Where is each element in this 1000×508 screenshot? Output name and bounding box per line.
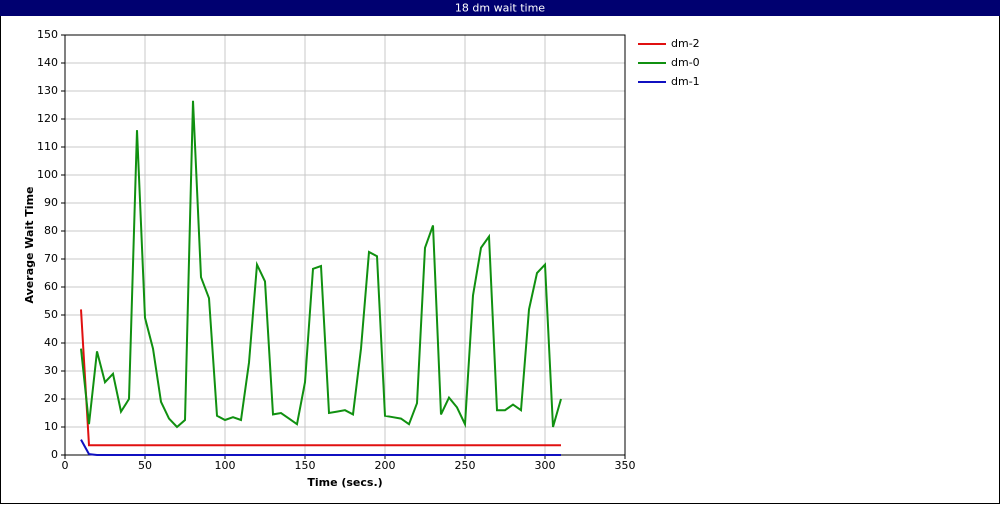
- legend-label: dm-1: [671, 75, 700, 88]
- series-line: [80, 100, 562, 429]
- x-tick-label: 0: [62, 459, 69, 472]
- y-tick-label: 110: [37, 140, 58, 153]
- y-tick-label: 10: [44, 420, 58, 433]
- y-tick-label: 80: [44, 224, 58, 237]
- legend-label: dm-2: [671, 37, 700, 50]
- y-tick-label: 60: [44, 280, 58, 293]
- x-tick-label: 350: [615, 459, 636, 472]
- x-tick-label: 150: [295, 459, 316, 472]
- x-axis-label: Time (secs.): [307, 476, 382, 489]
- chart-title: 18 dm wait time: [455, 2, 545, 15]
- y-tick-label: 120: [37, 112, 58, 125]
- x-tick-label: 100: [215, 459, 236, 472]
- y-tick-label: 100: [37, 168, 58, 181]
- title-bar: [0, 0, 1000, 16]
- y-tick-label: 150: [37, 28, 58, 41]
- y-tick-label: 0: [51, 448, 58, 461]
- y-tick-label: 70: [44, 252, 58, 265]
- series-line: [80, 309, 561, 447]
- x-tick-label: 250: [455, 459, 476, 472]
- y-tick-label: 90: [44, 196, 58, 209]
- y-axis-label: Average Wait Time: [23, 187, 36, 304]
- y-tick-label: 130: [37, 84, 58, 97]
- x-tick-label: 200: [375, 459, 396, 472]
- x-tick-label: 50: [138, 459, 152, 472]
- y-tick-label: 40: [44, 336, 58, 349]
- y-tick-label: 30: [44, 364, 58, 377]
- y-tick-label: 140: [37, 56, 58, 69]
- y-tick-label: 50: [44, 308, 58, 321]
- y-tick-label: 20: [44, 392, 58, 405]
- series-line: [80, 439, 561, 456]
- x-tick-label: 300: [535, 459, 556, 472]
- legend-label: dm-0: [671, 56, 700, 69]
